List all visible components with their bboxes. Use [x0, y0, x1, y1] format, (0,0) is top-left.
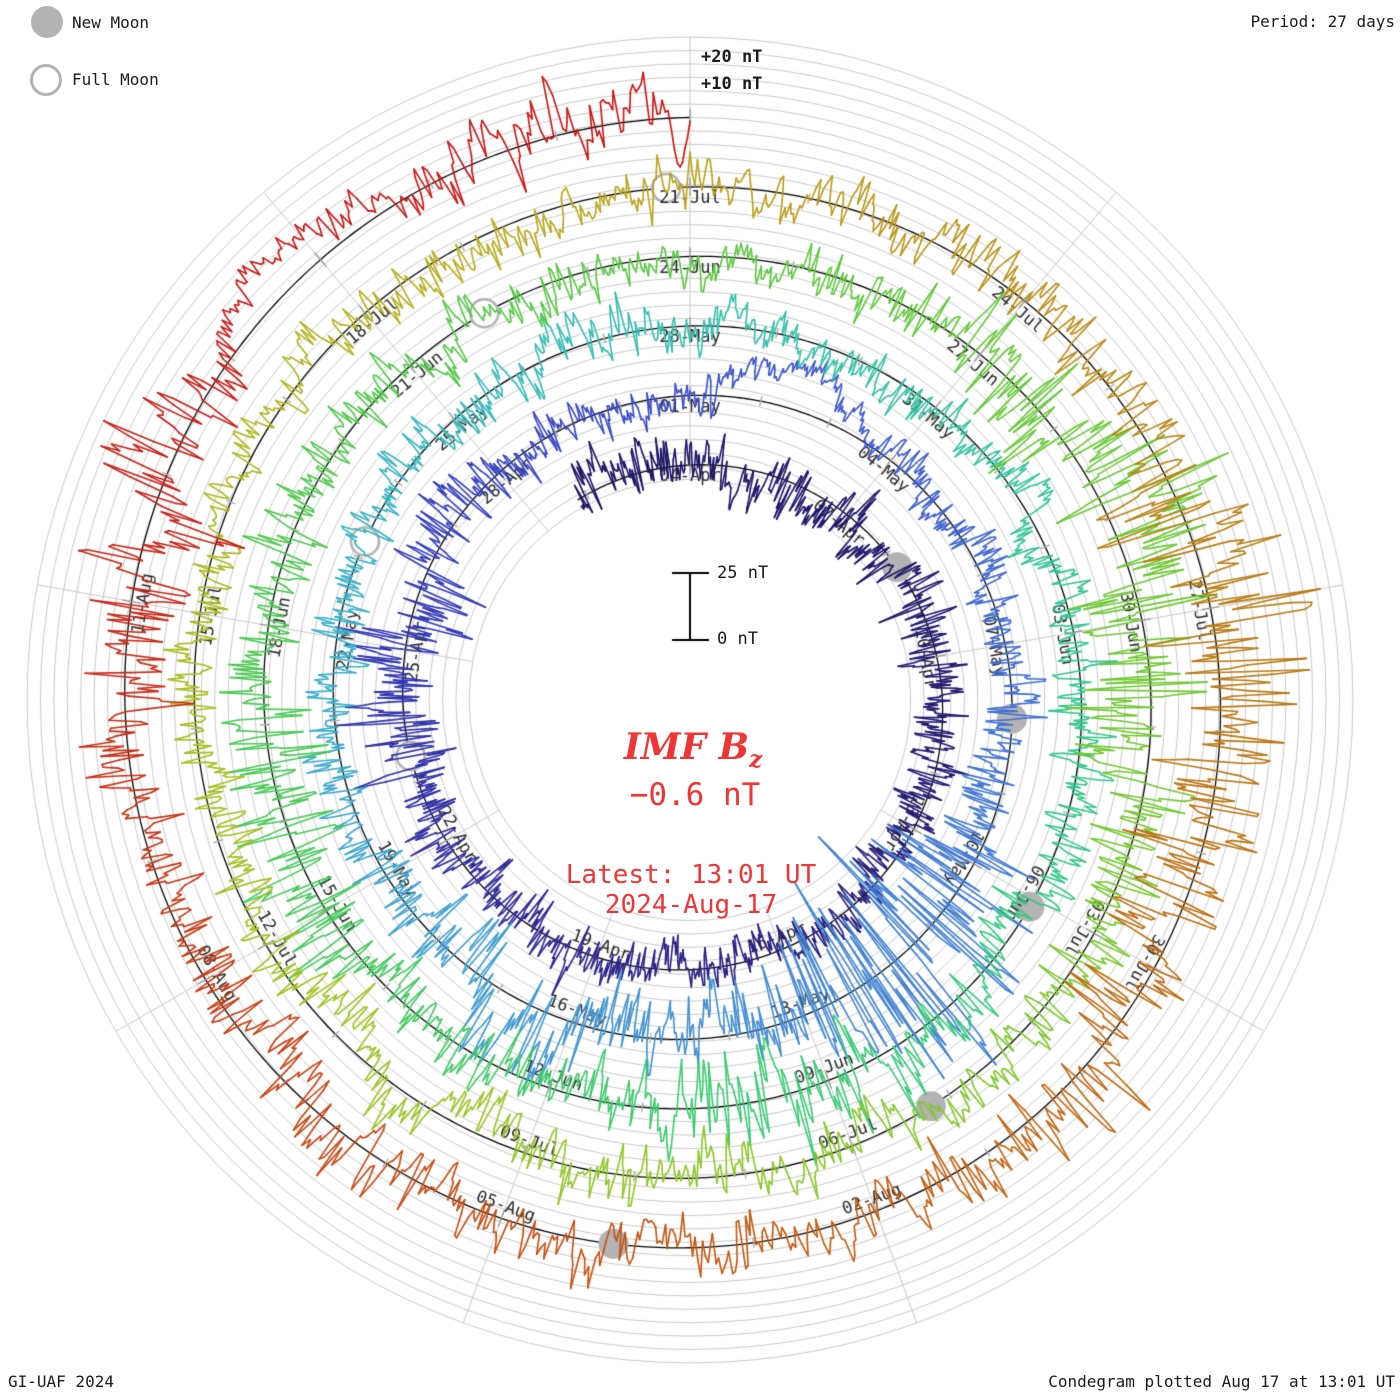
scalebar-bottom-label: 0 nT: [717, 629, 758, 649]
scalebar-top-label: 25 nT: [717, 563, 769, 583]
credit-label: GI-UAF 2024: [8, 1372, 114, 1391]
radial-axis-label-20nt: +20 nT: [701, 47, 763, 67]
latest-date-label: 2024-Aug-17: [604, 890, 778, 920]
new-moon-legend-label: New Moon: [72, 13, 150, 32]
center-current-value: −0.6 nT: [629, 777, 761, 813]
center-title-main: IMF B: [623, 726, 750, 768]
full-moon-icon: [30, 64, 62, 96]
radial-axis-label-10nt: +10 nT: [701, 74, 763, 94]
new-moon-icon: [31, 6, 63, 38]
period-label: Period: 27 days: [1250, 12, 1396, 31]
center-title-sub: z: [749, 746, 763, 774]
plot-info-label: Condegram plotted Aug 17 at 13:01 UT: [1048, 1372, 1395, 1391]
center-title: IMF Bz: [624, 726, 762, 773]
latest-time-label: Latest: 13:01 UT: [565, 860, 817, 890]
full-moon-legend-label: Full Moon: [72, 70, 159, 89]
